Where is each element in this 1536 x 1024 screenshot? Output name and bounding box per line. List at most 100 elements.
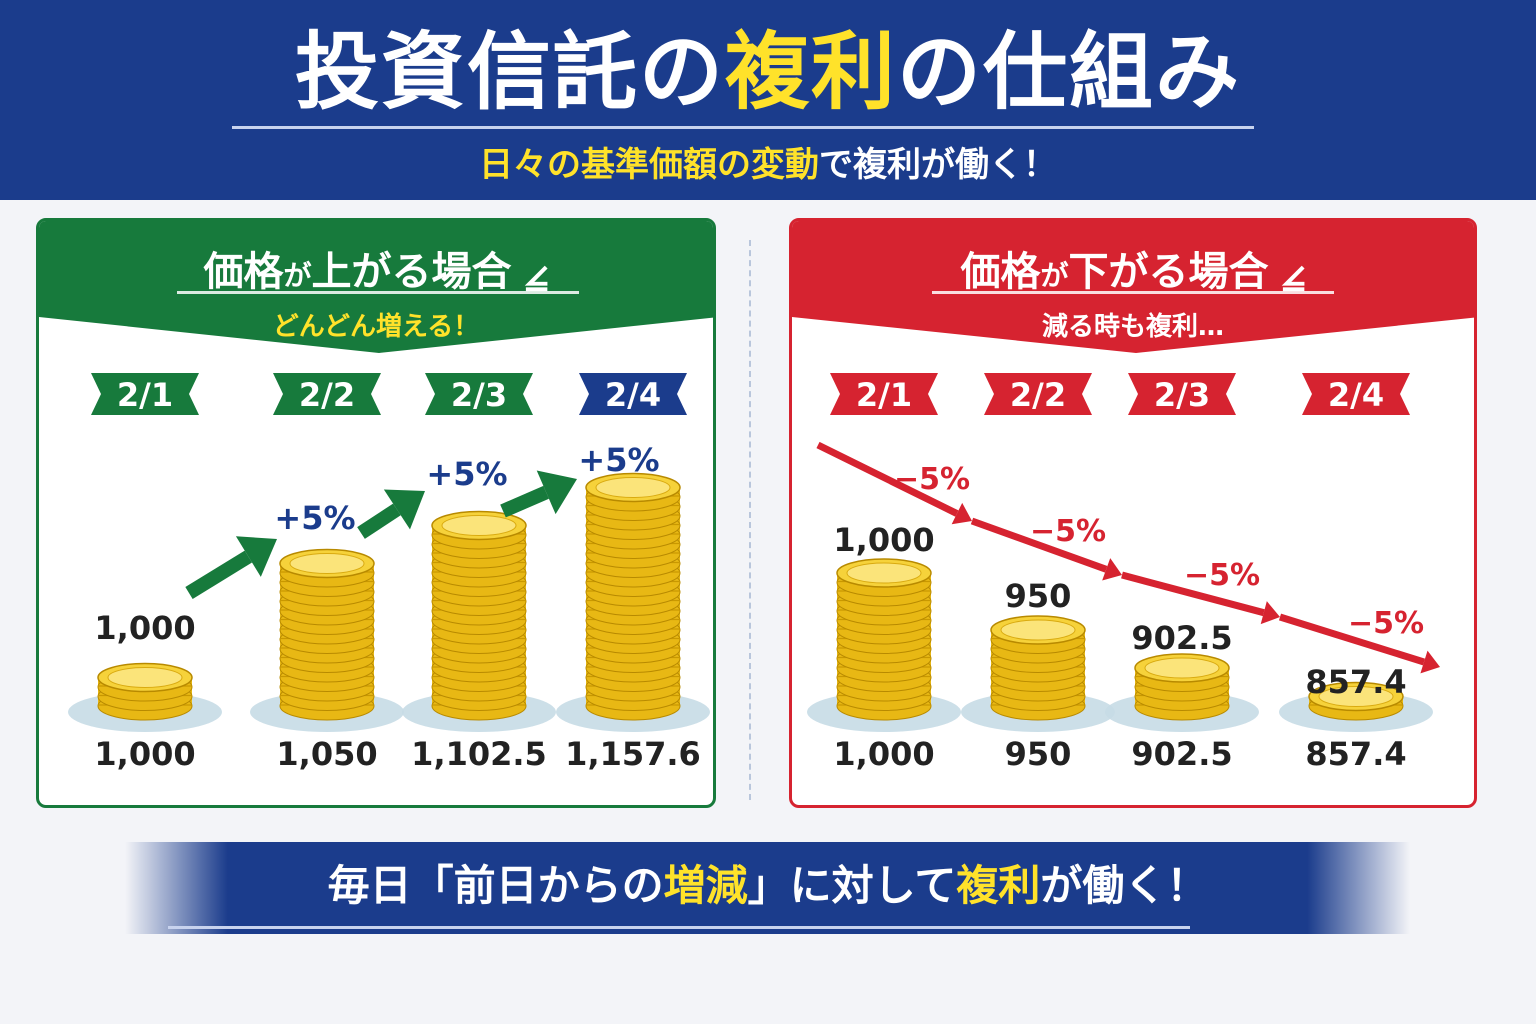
fall-arrow-3 (1121, 571, 1280, 625)
fall-heading-mark: ⦤ (1282, 249, 1306, 295)
rise-coin-stack-3 (402, 510, 556, 732)
rise-heading-ga: が (283, 259, 312, 292)
rise-heading-a: 価格 (203, 249, 284, 295)
title-part2: の仕組み (897, 23, 1242, 121)
fall-top-value-2: 950 (1005, 577, 1072, 615)
panel-divider (749, 240, 751, 800)
rise-date-tag-1-label: 2/1 (117, 376, 173, 414)
fall-date-tag-2-label: 2/2 (1010, 376, 1066, 414)
fall-arrow-1 (816, 441, 972, 525)
rise-coin-stack-2 (250, 548, 404, 732)
title-highlight: 複利 (724, 23, 897, 121)
footer-banner (125, 842, 1410, 934)
fall-date-tag-4 (1302, 373, 1410, 415)
rise-heading: 価格が上がる場合 ⦤ (39, 247, 713, 301)
rise-date-tag-3-label: 2/3 (451, 376, 507, 414)
fall-arrow-4-head (1420, 650, 1440, 674)
fall-top-value-3: 902.5 (1131, 619, 1232, 657)
footer-underline (168, 926, 1190, 929)
fall-change-1: −5% (894, 462, 970, 497)
fall-top-value-1: 1,000 (833, 521, 934, 559)
rise-header-band (39, 221, 713, 353)
rise-change-1: +5% (274, 499, 355, 537)
fall-date-tag-1-label: 2/1 (856, 376, 912, 414)
fall-heading: 価格が下がる場合 ⦤ (792, 247, 1474, 301)
rise-date-tag-2-label: 2/2 (299, 376, 355, 414)
fall-coin-stack-1 (807, 558, 961, 732)
rise-arrow-3-shaft (500, 485, 549, 518)
fall-diagram: 2/1 2/2 2/3 2/4 1,000 950 902.5 857.4 1,000 950 90… (807, 373, 1440, 773)
footer-part3: が働く！ (1040, 861, 1209, 910)
rise-coin-stack-4 (556, 472, 710, 732)
fall-value-3: 902.5 (1131, 735, 1232, 773)
rise-value-4: 1,157.6 (565, 735, 701, 773)
coin-face (846, 562, 922, 584)
fall-arrow-2-shaft (970, 517, 1108, 573)
header-banner (0, 0, 1536, 200)
fall-coin-stack-4 (1279, 681, 1433, 732)
fall-arrow-2-head (1102, 558, 1122, 581)
fall-coin-stack-2 (961, 615, 1115, 732)
coin-face (441, 515, 517, 536)
fall-change-3: −5% (1184, 558, 1260, 593)
rise-start-value: 1,000 (94, 609, 195, 647)
coin-face (1000, 619, 1076, 641)
footer-part1: 毎日「前日からの (327, 861, 664, 910)
rise-tagline: どんどん増える！ (272, 312, 480, 342)
fall-value-2: 950 (1005, 735, 1072, 773)
fall-change-4: −5% (1348, 606, 1424, 641)
page-title: 投資信託の複利の仕組み (0, 22, 1536, 122)
rise-arrow-2-head (383, 489, 425, 530)
fall-value-1: 1,000 (833, 735, 934, 773)
rise-arrow-2-shaft (357, 503, 401, 539)
fall-heading-b: 下がる場合 (1068, 249, 1269, 295)
rise-change-3: +5% (578, 441, 659, 479)
rise-arrow-3 (500, 470, 577, 518)
coin-face (1144, 657, 1220, 679)
rise-value-2: 1,050 (276, 735, 377, 773)
rise-heading-b: 上がる場合 (311, 249, 512, 295)
subtitle-part2: で複利が働く！ (819, 145, 1057, 185)
fall-arrow-4-shaft (1278, 613, 1426, 666)
fall-coin-stack-3 (1105, 653, 1259, 732)
rise-heading-underline (177, 291, 579, 294)
fall-value-4: 857.4 (1305, 735, 1406, 773)
rise-diagram: 2/1 2/2 2/3 2/4 1,000 1,000 1,050 1,102.5 1,157.… (68, 373, 710, 773)
rise-arrow-1-head (235, 536, 277, 577)
rise-coin-stack-1 (68, 662, 222, 732)
fall-top-value-4: 857.4 (1305, 663, 1406, 701)
fall-heading-a: 価格 (960, 249, 1041, 295)
rise-panel: 価格が上がる場合 ⦤ どんどん増える！ 2/1 2/2 2/3 2/4 1,000 1,0… (36, 218, 716, 808)
rise-arrow-3-head (536, 470, 577, 515)
rise-heading-mark: ⦤ (525, 249, 549, 295)
fall-arrow-4 (1278, 613, 1440, 674)
fall-panel: 価格が下がる場合 ⦤ 減る時も複利… 2/1 2/2 2/3 2/4 1,000 950 9… (789, 218, 1477, 808)
subtitle-part1: 日々の基準価額の変動 (479, 145, 819, 185)
footer-part2: 」に対して (747, 861, 957, 910)
coin-face (289, 553, 365, 574)
title-underline (232, 126, 1254, 129)
fall-date-tag-2 (984, 373, 1092, 415)
fall-arrow-3-head (1260, 601, 1280, 625)
coin-face (1318, 686, 1394, 707)
rise-value-1: 1,000 (94, 735, 195, 773)
rise-value-3: 1,102.5 (411, 735, 547, 773)
rise-date-tag-4 (579, 373, 687, 415)
footer-highlight2: 複利 (956, 861, 1041, 910)
fall-heading-underline (932, 291, 1334, 294)
rise-date-tag-4-label: 2/4 (605, 376, 661, 414)
coin-face (595, 477, 671, 498)
rise-arrow-1-shaft (185, 550, 253, 599)
page-subtitle: 日々の基準価額の変動で複利が働く！ (0, 140, 1536, 190)
rise-arrow-1 (185, 536, 277, 599)
rise-change-2: +5% (426, 455, 507, 493)
rise-date-tag-1 (91, 373, 199, 415)
rise-date-tag-3 (425, 373, 533, 415)
fall-change-2: −5% (1030, 514, 1106, 549)
fall-arrow-3-shaft (1121, 571, 1265, 617)
fall-date-tag-1 (830, 373, 938, 415)
fall-header-band (792, 221, 1474, 353)
fall-date-tag-3 (1128, 373, 1236, 415)
fall-arrow-1-shaft (816, 441, 959, 517)
rise-date-tag-2 (273, 373, 381, 415)
